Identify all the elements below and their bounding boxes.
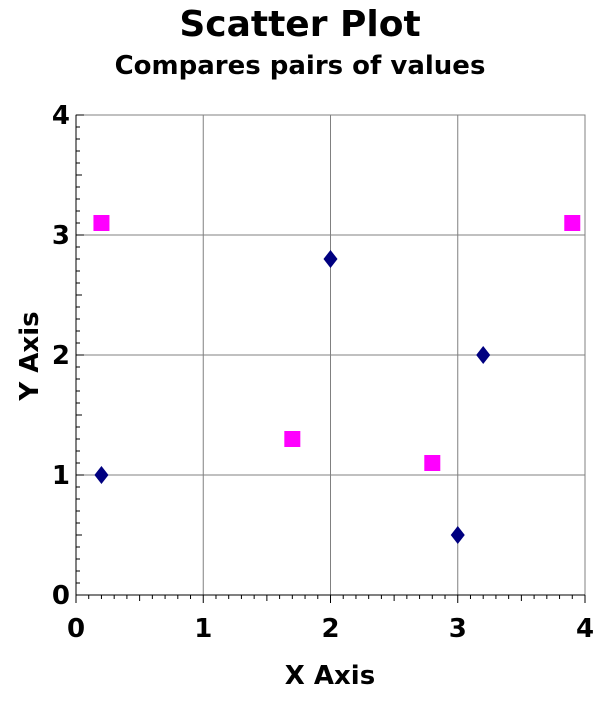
y-axis-label: Y Axis (15, 311, 45, 401)
x-tick-label: 4 (576, 614, 594, 644)
square-point (93, 215, 110, 231)
x-tick-label: 2 (321, 614, 339, 644)
diamond-point (450, 526, 465, 544)
x-tick-label: 3 (449, 614, 467, 644)
x-axis-label: X Axis (285, 661, 375, 691)
grid (75, 114, 586, 596)
diamond-point (94, 466, 109, 484)
y-tick-label: 4 (52, 101, 70, 131)
y-tick-label: 3 (52, 221, 70, 251)
x-tick-label: 1 (194, 614, 212, 644)
y-tick-label: 0 (52, 581, 70, 611)
square-point (284, 431, 301, 447)
diamond-point (476, 346, 491, 364)
y-tick-label: 1 (52, 461, 70, 491)
x-tick-label: 0 (67, 614, 85, 644)
y-tick-label: 2 (52, 341, 70, 371)
data-points (93, 215, 581, 544)
square-point (564, 215, 581, 231)
diamond-point (323, 250, 338, 268)
chart-title: Scatter Plot (179, 4, 420, 45)
chart-subtitle: Compares pairs of values (115, 51, 486, 81)
axis-ticks: 0 1 2 3 4 0 1 2 3 4 (52, 101, 594, 644)
square-point (424, 455, 441, 471)
